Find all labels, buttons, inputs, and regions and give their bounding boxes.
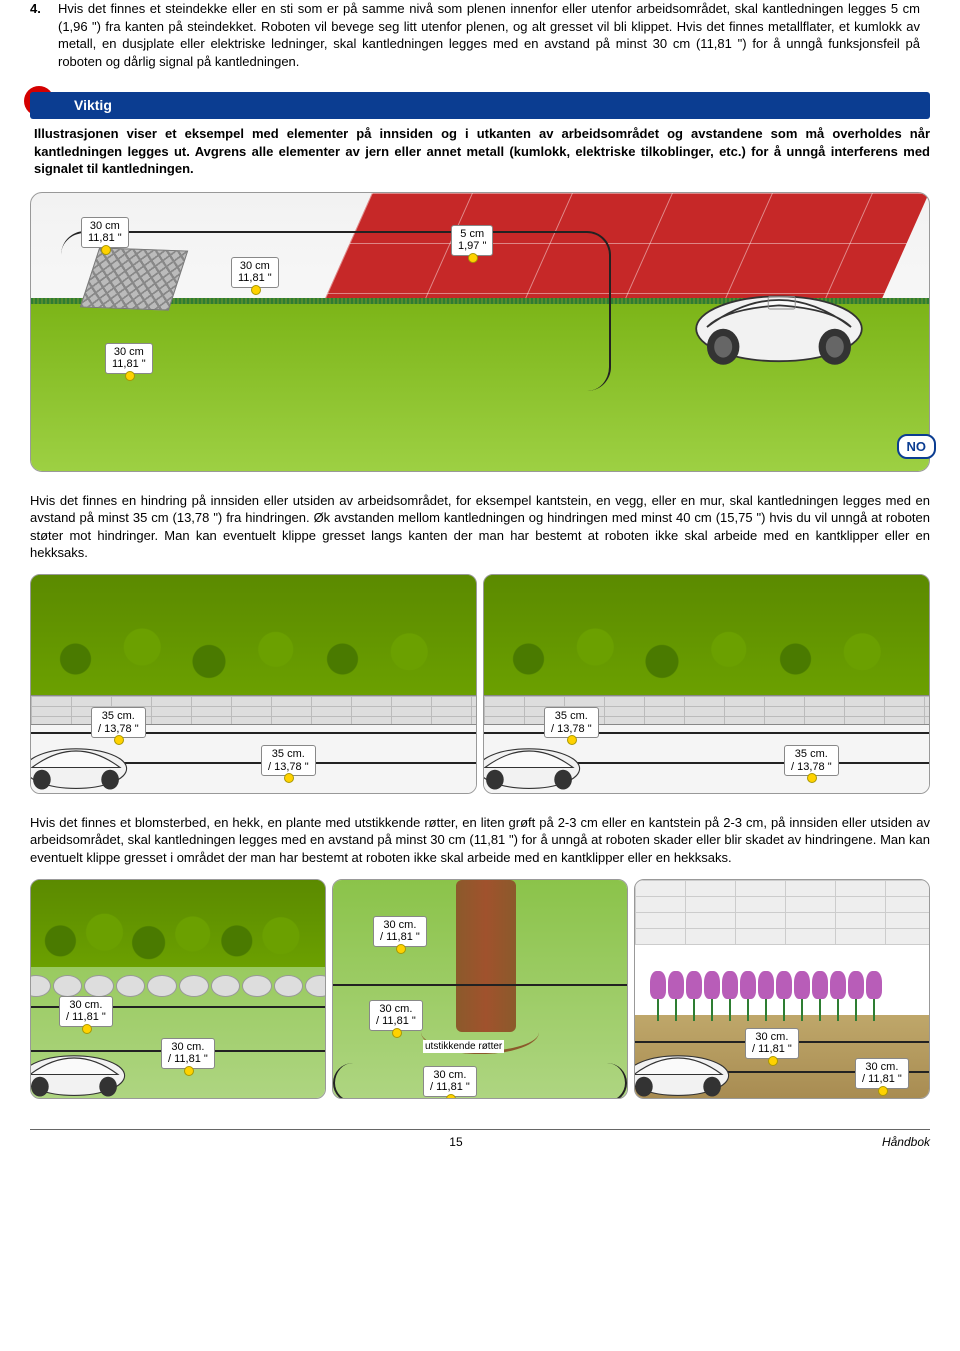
- distance-tag: 5 cm1,97 ": [451, 225, 493, 256]
- illustration-3: 30 cm./ 11,81 " 30 cm./ 11,81 " 30 cm./ …: [30, 879, 930, 1099]
- distance-tag: 30 cm./ 11,81 ": [161, 1038, 215, 1069]
- illustration-1: 30 cm11,81 " 30 cm11,81 " 5 cm1,97 " 30 …: [30, 192, 930, 472]
- tree-trunk: [456, 880, 516, 1033]
- robot-mower: [30, 1036, 129, 1099]
- list-text: Hvis det finnes et steindekke eller en s…: [58, 0, 920, 70]
- robot-mower: [634, 1036, 733, 1099]
- distance-tag: 30 cm11,81 ": [105, 343, 153, 374]
- language-badge: NO: [897, 434, 937, 460]
- callout-body: Illustrasjonen viser et eksempel med ele…: [30, 119, 930, 178]
- important-callout: i Viktig Illustrasjonen viser et eksempe…: [30, 92, 930, 178]
- roots-label: utstikkende røtter: [423, 1040, 504, 1054]
- footer-title: Håndbok: [882, 1134, 930, 1150]
- distance-tag: 30 cm./ 11,81 ": [423, 1066, 477, 1097]
- list-number: 4.: [30, 0, 50, 70]
- distance-tag: 35 cm./ 13,78 ": [261, 745, 316, 776]
- illustration-2: 35 cm./ 13,78 " 35 cm./ 13,78 " 35 cm./ …: [30, 574, 930, 794]
- distance-tag: 30 cm./ 11,81 ": [369, 1000, 423, 1031]
- distance-tag: 35 cm./ 13,78 ": [784, 745, 839, 776]
- robot-mower: [30, 729, 131, 794]
- distance-tag: 30 cm./ 11,81 ": [855, 1058, 909, 1089]
- distance-tag: 30 cm./ 11,81 ": [59, 996, 113, 1027]
- distance-tag: 30 cm./ 11,81 ": [745, 1028, 799, 1059]
- paragraph-2: Hvis det finnes en hindring på innsiden …: [30, 492, 930, 562]
- distance-tag: 30 cm11,81 ": [81, 217, 129, 248]
- distance-tag: 30 cm11,81 ": [231, 257, 279, 288]
- page-number: 15: [449, 1134, 462, 1150]
- page-footer: 15 Håndbok: [30, 1129, 930, 1150]
- callout-title: Viktig: [30, 92, 930, 119]
- paragraph-3: Hvis det finnes et blomsterbed, en hekk,…: [30, 814, 930, 867]
- robot-mower: [689, 263, 869, 373]
- distance-tag: 30 cm./ 11,81 ": [373, 916, 427, 947]
- robot-mower: [483, 729, 584, 794]
